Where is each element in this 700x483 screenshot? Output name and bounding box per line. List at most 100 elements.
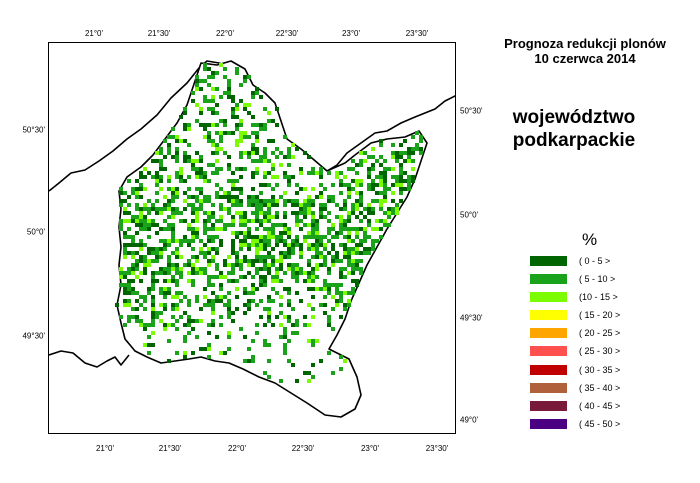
crop-pixel <box>247 151 251 155</box>
crop-pixel <box>143 167 147 171</box>
crop-pixel <box>183 107 187 111</box>
crop-pixel <box>279 323 283 327</box>
crop-pixel <box>175 303 179 307</box>
crop-pixel <box>235 251 239 255</box>
crop-pixel <box>119 275 123 279</box>
crop-pixel <box>203 79 207 83</box>
crop-pixel <box>359 251 363 255</box>
crop-pixel <box>271 163 275 167</box>
crop-pixel <box>343 267 347 271</box>
crop-pixel <box>319 175 323 179</box>
crop-pixel <box>179 211 183 215</box>
crop-pixel <box>363 235 367 239</box>
crop-pixel <box>167 223 171 227</box>
crop-pixel <box>215 143 219 147</box>
crop-pixel <box>303 207 307 211</box>
crop-pixel <box>167 263 171 267</box>
crop-pixel <box>263 127 267 131</box>
crop-pixel <box>287 315 291 319</box>
crop-pixel <box>271 323 275 327</box>
crop-pixel <box>159 303 163 307</box>
crop-pixel <box>371 243 375 247</box>
crop-pixel <box>395 155 399 159</box>
crop-pixel <box>131 191 135 195</box>
crop-pixel <box>379 155 383 159</box>
crop-pixel <box>275 215 279 219</box>
crop-pixel <box>399 143 403 147</box>
crop-pixel <box>339 183 343 187</box>
crop-pixel <box>199 155 203 159</box>
crop-pixel <box>259 315 263 319</box>
crop-pixel <box>351 211 355 215</box>
crop-pixel <box>283 175 287 179</box>
crop-pixel <box>187 331 191 335</box>
crop-pixel <box>199 187 203 191</box>
crop-pixel <box>131 239 135 243</box>
legend-label: ( 25 - 30 > <box>579 346 621 356</box>
crop-pixel <box>175 291 179 295</box>
crop-pixel <box>163 327 167 331</box>
crop-pixel <box>127 279 131 283</box>
crop-pixel <box>151 295 155 299</box>
crop-pixel <box>267 243 271 247</box>
crop-pixel <box>263 199 267 203</box>
crop-pixel <box>123 303 127 307</box>
crop-pixel <box>231 171 235 175</box>
crop-pixel <box>235 287 239 291</box>
crop-pixel <box>171 315 175 319</box>
crop-pixel <box>231 243 235 247</box>
crop-pixel <box>259 159 263 163</box>
crop-pixel <box>231 99 235 103</box>
crop-pixel <box>319 171 323 175</box>
crop-pixel <box>239 167 243 171</box>
crop-pixel <box>283 215 287 219</box>
crop-pixel <box>339 171 343 175</box>
crop-pixel <box>187 187 191 191</box>
crop-pixel <box>227 335 231 339</box>
crop-pixel <box>331 259 335 263</box>
crop-pixel <box>231 251 235 255</box>
crop-pixel <box>227 87 231 91</box>
crop-pixel <box>267 299 271 303</box>
crop-pixel <box>123 199 127 203</box>
crop-pixel <box>283 223 287 227</box>
crop-pixel <box>411 135 415 139</box>
crop-pixel <box>343 207 347 211</box>
crop-pixel <box>239 99 243 103</box>
crop-pixel <box>255 147 259 151</box>
crop-pixel <box>263 323 267 327</box>
crop-pixel <box>347 167 351 171</box>
crop-pixel <box>227 131 231 135</box>
crop-pixel <box>323 295 327 299</box>
crop-pixel <box>407 183 411 187</box>
crop-pixel <box>195 199 199 203</box>
legend-swatch <box>530 383 567 393</box>
crop-pixel <box>203 303 207 307</box>
crop-pixel <box>339 215 343 219</box>
crop-pixel <box>287 291 291 295</box>
crop-pixel <box>187 323 191 327</box>
crop-pixel <box>219 219 223 223</box>
crop-pixel <box>195 79 199 83</box>
crop-pixel <box>267 319 271 323</box>
crop-pixel <box>271 255 275 259</box>
crop-pixel <box>231 199 235 203</box>
crop-pixel <box>175 155 179 159</box>
crop-pixel <box>243 359 247 363</box>
crop-pixel <box>263 107 267 111</box>
crop-pixel <box>267 311 271 315</box>
crop-pixel <box>199 167 203 171</box>
crop-pixel <box>159 311 163 315</box>
crop-pixel <box>135 263 139 267</box>
crop-pixel <box>307 259 311 263</box>
crop-pixel <box>263 155 267 159</box>
crop-pixel <box>195 187 199 191</box>
crop-pixel <box>311 187 315 191</box>
crop-pixel <box>215 247 219 251</box>
crop-pixel <box>375 219 379 223</box>
crop-pixel <box>343 183 347 187</box>
crop-pixel <box>235 103 239 107</box>
crop-pixel <box>295 291 299 295</box>
crop-pixel <box>271 139 275 143</box>
crop-pixel <box>159 151 163 155</box>
